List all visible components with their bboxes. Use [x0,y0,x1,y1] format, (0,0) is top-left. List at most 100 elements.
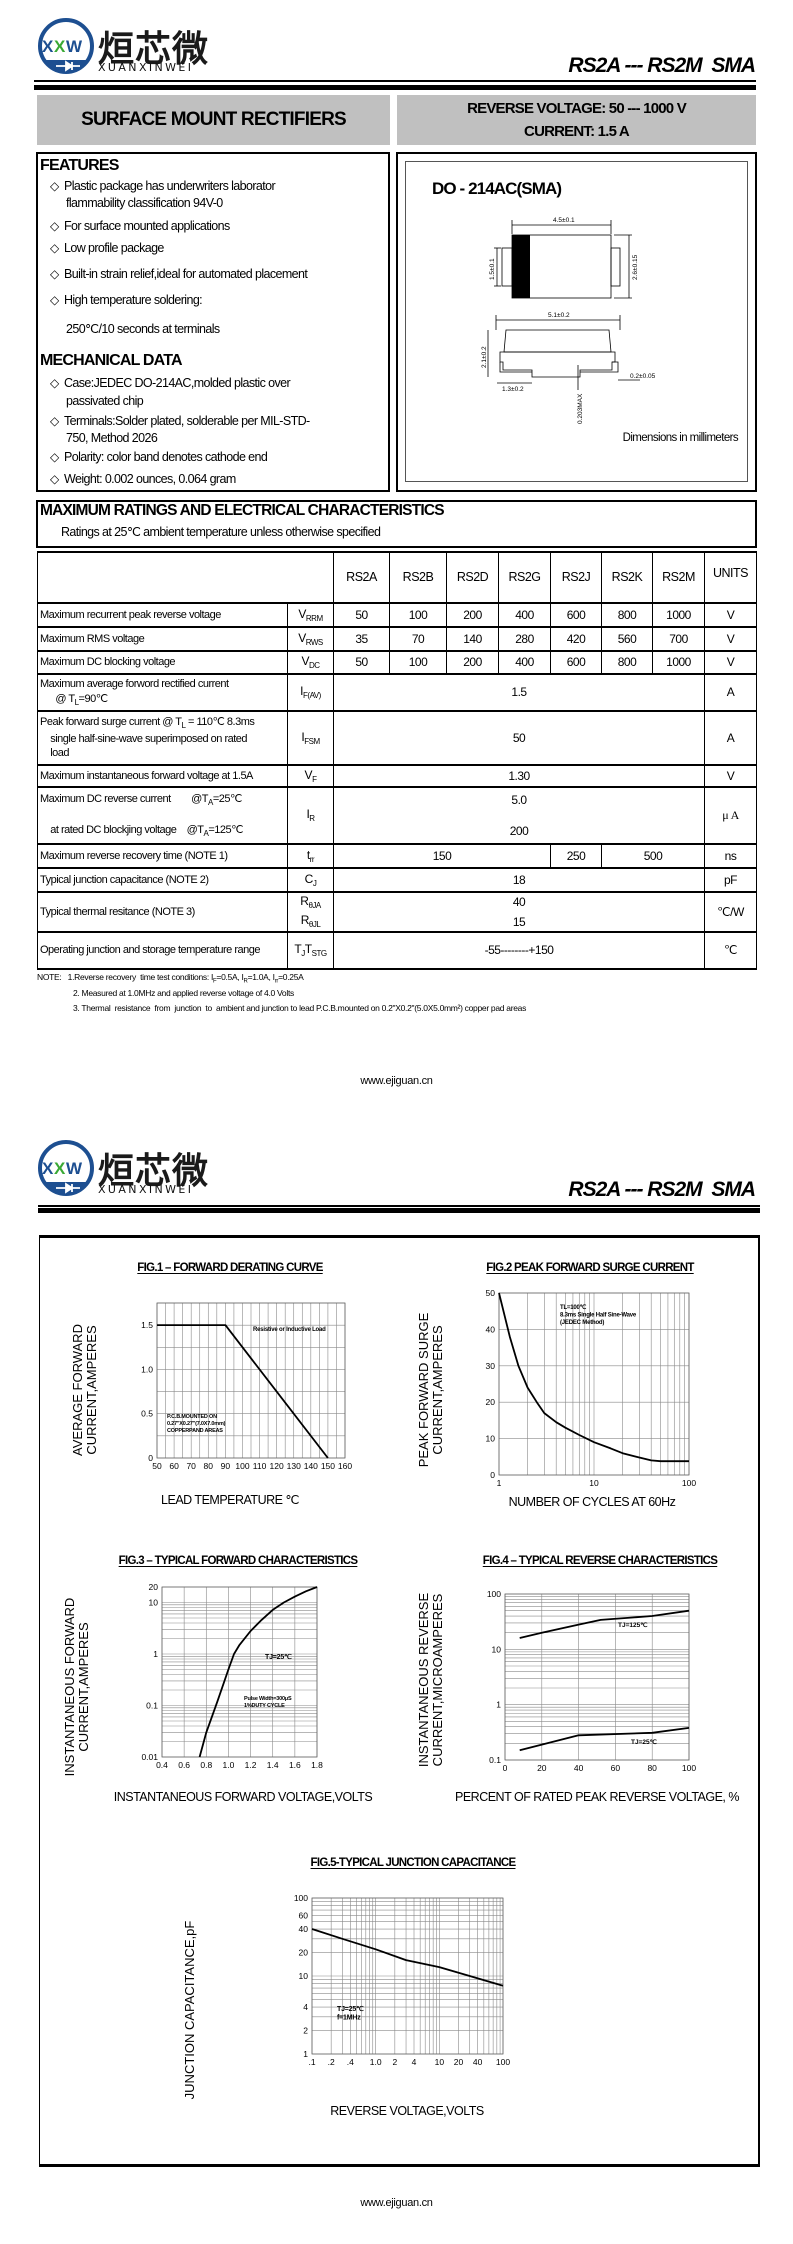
parameter-label: Maximum reverse recovery time (NOTE 1) [37,843,288,869]
header-rule-thick [38,1208,760,1213]
subscript: θJA [308,901,321,911]
value-text: 800 [617,655,637,670]
x-tick-label: 130 [287,1461,301,1471]
label-line: Typical thermal resitance (NOTE 3) [40,905,285,920]
text-segment: single half-sine-wave superimposed on ra… [40,732,248,745]
chart-title: FIG.3 – TYPICAL FORWARD CHARACTERISTICS [118,1555,358,1567]
ratings-title: MAXIMUM RATINGS AND ELECTRICAL CHARACTER… [40,502,445,519]
parameter-label: Typical junction capacitance (NOTE 2) [37,867,288,893]
y-tick-label: 10 [486,1434,496,1444]
svg-text:X: X [54,1159,66,1178]
x-tick-label: .1 [308,2057,315,2067]
y-axis-label-line: CURRENT,AMPERES [76,1622,91,1752]
y-tick-label: 4 [303,2002,308,2012]
y-axis-label-line: CURRENT,MICROAMPERES [430,1593,445,1767]
y-axis-label-line: AVERAGE FORWARD [70,1324,85,1456]
value-text: 1000 [666,607,691,622]
x-tick-label: 1 [497,1478,502,1488]
text-segment: =1.0A, I [247,972,275,982]
label-line: Peak forward surge current @ TL = 110℃ 8… [40,715,285,732]
symbol-cell: VRWS [287,626,334,652]
chart-annotation: P.C.B.MOUNTED ON [167,1414,217,1420]
unit-cell: V [704,602,757,628]
symbol-cell: VRRM [287,602,334,628]
y-tick-label: 1 [303,2049,308,2059]
x-tick-label: 150 [321,1461,335,1471]
text-segment: R [300,913,310,927]
ratings-subtitle: Ratings at 25℃ ambient temperature unles… [61,525,381,539]
value-text: 100 [408,607,428,622]
symbol-cell: IFSM [287,710,334,766]
subscript: F [213,978,217,985]
value-text: 600 [566,655,586,670]
value-text: 400 [515,607,534,622]
value-text: 600 [566,607,586,622]
unit-cell: ℃/W [704,891,757,933]
note-line: 2. Measured at 1.0MHz and applied revers… [73,988,294,998]
logo-mark: X X W [38,18,94,74]
y-axis-label-line: INSTANTANEOUS REVERSE [416,1592,431,1768]
y-axis-label: AVERAGE FORWARD CURRENT,AMPERES [70,1270,99,1510]
diamond-bullet-icon: ◇ [50,376,60,390]
series-line-0 [519,1609,690,1639]
x-tick-label: 100 [235,1461,249,1471]
plot-frame [161,1586,318,1758]
x-tick-label: 4 [412,2057,417,2067]
value-cell: -55--------+150 [333,931,705,970]
symbol-line: VF [290,767,331,786]
logo-mark: X X W [38,1140,94,1196]
chart-annotation: Pulse Width=300μS [244,1696,292,1702]
unit-cell: pF [704,867,757,893]
symbol-cell: VF [287,764,334,788]
subscript: θJL [308,920,321,929]
text-segment: T [294,942,302,957]
x-tick-label: .4 [347,2057,354,2067]
page2-footer-url[interactable]: www.ejiguan.cn [360,2197,433,2209]
value-text: 18 [512,872,526,887]
diamond-bullet-icon: ◇ [50,241,60,255]
feature-item: Low profile package [64,241,164,255]
table-header-row: RS2A RS2B RS2D RS2G RS2J RS2K RS2M UNITS [37,551,757,604]
column-header-rs2a: RS2A [333,551,390,604]
y-tick-label: 50 [486,1288,496,1298]
product-type: SURFACE MOUNT RECTIFIERS [81,109,347,130]
text-segment: Operating junction and storage temperatu… [40,944,261,957]
text-segment: V [298,606,306,621]
x-tick-label: 80 [204,1461,214,1471]
subscript: STG [311,949,327,959]
text-segment: =25℃ [212,792,243,805]
x-axis-label: NUMBER OF CYCLES AT 60Hz [508,1495,676,1509]
x-tick-label: 20 [454,2057,464,2067]
value-text: 200 [463,607,482,622]
text-segment: Maximum average forword rectified curren… [40,677,229,690]
subscript: rr [309,854,315,864]
value-text: 700 [669,631,688,646]
y-axis-label: INSTANTANEOUS REVERSE CURRENT,MICROAMPERE… [416,1560,445,1800]
text-segment: V [304,767,313,782]
feature-item: For surface mounted applications [64,219,230,233]
x-tick-label: 2 [392,2057,397,2067]
label-line: load [40,746,285,761]
features-heading: FEATURES [40,157,119,174]
diamond-bullet-icon: ◇ [50,293,60,307]
chart-title: FIG.4 – TYPICAL REVERSE CHARACTERISTICS [482,1555,718,1567]
ratings-header-box [36,500,757,548]
unit-cell: A [704,673,757,712]
x-axis-label: REVERSE VOLTAGE,VOLTS [330,2104,484,2118]
label-line: Maximum average forword rectified curren… [40,677,285,692]
parameter-label: Typical thermal resitance (NOTE 3) [37,891,288,933]
y-axis-label: PEAK FORWARD SURGE CURRENT,AMPERES [416,1270,445,1510]
diamond-bullet-icon: ◇ [50,472,60,486]
subscript: rr [274,978,279,985]
y-tick-label: 1.0 [141,1364,153,1374]
page1-footer-url[interactable]: www.ejiguan.cn [360,1075,433,1087]
text-segment: Maximum reverse recovery time (NOTE 1) [40,849,228,862]
text-segment: t [306,847,310,862]
plot-frame [311,1897,504,2055]
text-segment: I [306,807,310,822]
subscript: A [203,828,209,838]
header-blank-cell [37,551,334,604]
unit-cell: V [704,626,757,652]
ratings-table: RS2A RS2B RS2D RS2G RS2J RS2K RS2M UNITS Maximum… [37,551,757,970]
reverse-voltage-spec: REVERSE VOLTAGE: 50 --- 1000 V [467,100,687,117]
